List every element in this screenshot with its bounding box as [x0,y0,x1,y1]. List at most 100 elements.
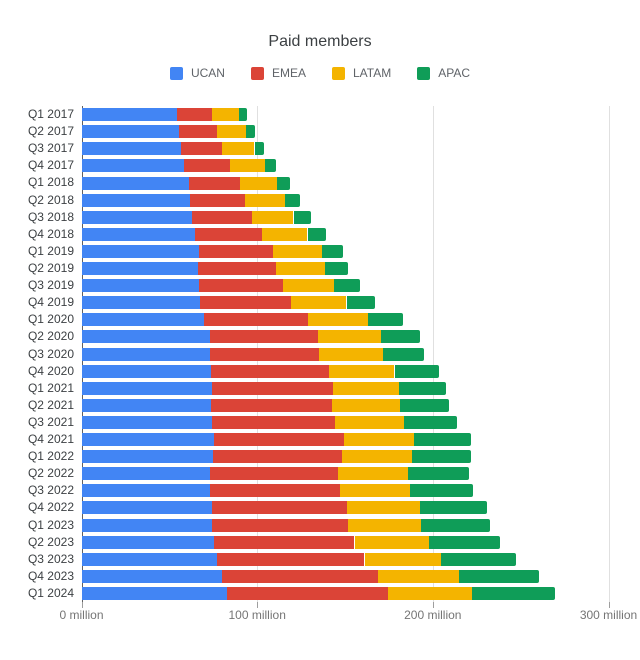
bar-segment-latam-q3-2017 [222,142,255,156]
gridline-300m [608,106,610,602]
bar-segment-latam-q2-2018 [245,193,285,207]
bar-segment-apac-q2-2018 [284,193,300,207]
bar-segment-apac-q3-2018 [293,210,311,224]
chart-legend: UCAN EMEA LATAM APAC [0,64,640,82]
bar-segment-ucan-q2-2017 [81,125,179,139]
legend-swatch-latam [332,66,345,80]
bar-segment-latam-q1-2018 [240,176,278,190]
bar-segment-ucan-q4-2023 [81,569,223,583]
bar-segment-emea-q4-2023 [222,569,379,583]
legend-swatch-apac [417,66,431,80]
bar-segment-latam-q2-2021 [332,398,400,412]
y-axis-label: Q2 2018 [27,192,74,207]
bar-segment-ucan-q4-2022 [81,501,212,515]
bar-segment-ucan-q1-2020 [81,313,205,327]
bar-segment-emea-q4-2020 [211,364,329,378]
bar-segment-apac-q4-2021 [413,433,472,446]
bar-segment-emea-q2-2018 [190,193,246,207]
bar-segment-apac-q1-2017 [238,108,248,122]
bar-segment-ucan-q2-2021 [81,398,212,412]
bar-segment-ucan-q1-2017 [81,108,178,122]
bar-segment-apac-q4-2019 [346,296,375,310]
bar-segment-ucan-q2-2023 [81,535,215,549]
y-axis-label: Q1 2018 [27,175,74,190]
bar-segment-latam-q2-2019 [276,262,325,275]
bar-segment-apac-q2-2017 [246,125,256,139]
bar-segment-apac-q3-2020 [383,347,425,361]
legend-label: UCAN [190,66,225,80]
y-axis-label: Q1 2019 [27,243,74,258]
y-axis-label: Q4 2022 [27,500,74,515]
x-axis-tick-label: 100 million [228,608,286,622]
y-axis-label: Q3 2023 [27,551,74,566]
bar-segment-apac-q1-2024 [471,586,556,600]
bar-segment-latam-q3-2021 [335,415,404,429]
bar-segment-apac-q2-2023 [429,535,501,549]
bar-segment-emea-q3-2019 [199,279,283,293]
bar-segment-emea-q4-2019 [200,296,292,310]
bar-segment-emea-q3-2022 [210,484,340,498]
bar-segment-emea-q4-2021 [213,433,344,446]
bar-segment-emea-q2-2022 [210,467,339,481]
bar-segment-ucan-q3-2018 [81,210,193,224]
y-axis-label: Q1 2021 [27,380,74,395]
bar-segment-ucan-q4-2017 [81,159,185,173]
bar-segment-ucan-q1-2018 [81,176,189,190]
x-axis-tick-200m [432,602,434,608]
legend-item-ucan: UCAN [169,66,225,80]
bar-segment-ucan-q3-2022 [81,484,211,498]
bar-segment-ucan-q1-2023 [81,518,213,532]
bar-segment-emea-q1-2018 [188,176,240,190]
bar-segment-emea-q2-2017 [178,125,218,139]
bar-segment-apac-q4-2020 [394,364,440,378]
bar-segment-latam-q2-2020 [317,330,381,344]
bar-segment-ucan-q1-2021 [81,381,213,395]
bar-segment-latam-q4-2019 [291,296,347,310]
bar-segment-emea-q1-2024 [226,586,388,600]
bar-segment-apac-q3-2022 [409,484,474,498]
legend-swatch-ucan [169,66,183,80]
bar-segment-apac-q1-2020 [367,313,403,327]
bar-segment-latam-q4-2022 [346,501,421,515]
y-axis-label: Q4 2018 [27,226,74,241]
bar-segment-ucan-q4-2019 [81,296,201,310]
bar-segment-emea-q3-2018 [192,210,252,224]
bar-segment-apac-q3-2017 [254,142,265,156]
bar-segment-emea-q1-2023 [212,518,349,532]
bar-segment-ucan-q2-2018 [81,193,191,207]
bar-segment-apac-q2-2019 [325,262,348,275]
bar-segment-ucan-q2-2020 [81,330,210,344]
bar-segment-apac-q4-2023 [459,569,539,583]
bar-segment-emea-q1-2019 [198,244,274,258]
y-axis-label: Q1 2023 [27,517,74,532]
bar-segment-latam-q4-2020 [328,364,395,378]
bar-segment-latam-q2-2023 [354,535,430,549]
bar-segment-ucan-q4-2021 [81,433,214,446]
bar-segment-ucan-q4-2018 [81,227,196,241]
bar-segment-apac-q2-2021 [400,398,449,412]
bar-segment-emea-q3-2017 [181,142,223,156]
bar-segment-latam-q1-2023 [348,518,421,532]
bar-segment-latam-q1-2024 [387,586,472,600]
y-axis-label: Q2 2020 [27,329,74,344]
x-axis-tick-0m [81,602,83,608]
x-axis-tick-label: 0 million [59,608,104,622]
bar-segment-ucan-q3-2023 [81,552,218,566]
y-axis-label: Q4 2019 [27,295,74,310]
bar-segment-emea-q1-2021 [212,381,333,395]
bar-segment-ucan-q3-2019 [81,279,200,293]
bar-segment-latam-q4-2018 [261,227,308,241]
y-axis-label: Q2 2021 [27,397,74,412]
bar-segment-latam-q3-2020 [319,347,383,361]
bar-segment-ucan-q3-2021 [81,415,212,429]
legend-item-apac: APAC [417,66,470,80]
bar-segment-apac-q3-2021 [403,415,457,429]
bar-segment-latam-q1-2020 [307,313,368,327]
bar-segment-apac-q2-2022 [408,467,470,481]
bar-segment-ucan-q3-2020 [81,347,210,361]
y-axis-label: Q2 2023 [27,534,74,549]
bar-segment-ucan-q1-2022 [81,450,213,464]
bar-segment-emea-q2-2021 [211,398,333,412]
y-axis-label: Q3 2022 [27,483,74,498]
